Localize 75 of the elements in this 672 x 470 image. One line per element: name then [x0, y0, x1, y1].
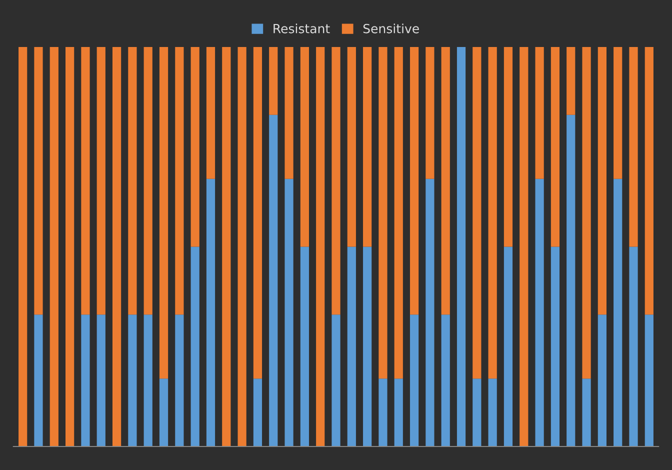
bar: [206, 178, 216, 446]
bar: [128, 314, 137, 446]
bar: [81, 314, 90, 446]
bar: [253, 378, 262, 446]
legend-label: Sensitive: [363, 24, 419, 34]
bar: [50, 47, 58, 446]
bar: [378, 378, 388, 446]
bar: [426, 178, 434, 446]
bar: [472, 378, 482, 446]
bar: [644, 47, 654, 315]
bar: [269, 47, 278, 115]
bar: [629, 246, 638, 446]
bar: [332, 47, 340, 315]
bar: [284, 47, 294, 179]
bar: [112, 47, 122, 446]
bar: [363, 246, 372, 446]
bar: [300, 246, 309, 446]
bar: [175, 47, 184, 315]
bar: [582, 378, 591, 446]
bar: [363, 47, 372, 247]
bar: [300, 47, 309, 247]
bar: [394, 378, 403, 446]
bar: [472, 47, 482, 379]
bar: [426, 47, 434, 179]
bar: [96, 314, 106, 446]
bar: [614, 178, 622, 446]
bar: [410, 47, 419, 315]
bar: [550, 246, 560, 446]
bar: [488, 378, 497, 446]
bar: [128, 47, 137, 315]
bar: [598, 314, 606, 446]
bar: [190, 47, 200, 247]
legend-label: Resistant: [274, 24, 330, 34]
bar: [175, 314, 184, 446]
bar: [96, 47, 106, 315]
bar: [269, 114, 278, 446]
bar: [284, 178, 294, 446]
bar: [81, 47, 90, 315]
bar: [34, 47, 43, 315]
bar: [159, 47, 168, 379]
bar: [488, 47, 497, 379]
bar: [332, 314, 340, 446]
bar: [550, 47, 560, 247]
bar: [598, 47, 606, 315]
bar: [566, 114, 576, 446]
bar: [144, 314, 152, 446]
bar: [222, 47, 231, 446]
bar: [34, 314, 43, 446]
bar: [159, 378, 168, 446]
bar: [238, 47, 246, 446]
bar: [410, 314, 419, 446]
bar: [566, 47, 576, 115]
bar: [456, 47, 466, 446]
bar: [347, 47, 356, 247]
bar: [582, 47, 591, 379]
bar: [535, 178, 544, 446]
bar: [347, 246, 356, 446]
bar: [644, 314, 654, 446]
bar: [253, 47, 262, 379]
bar: [441, 47, 450, 315]
bar: [629, 47, 638, 247]
bar: [66, 47, 74, 446]
bar: [504, 47, 513, 247]
bar: [441, 314, 450, 446]
bar: [206, 47, 216, 179]
bar: [520, 47, 528, 446]
bar: [394, 47, 403, 379]
bar: [144, 47, 152, 315]
bar: [504, 246, 513, 446]
bar: [190, 246, 200, 446]
bar: [316, 47, 325, 446]
bar: [18, 47, 28, 446]
bar: [378, 47, 388, 379]
bar: [614, 47, 622, 179]
bar: [535, 47, 544, 179]
